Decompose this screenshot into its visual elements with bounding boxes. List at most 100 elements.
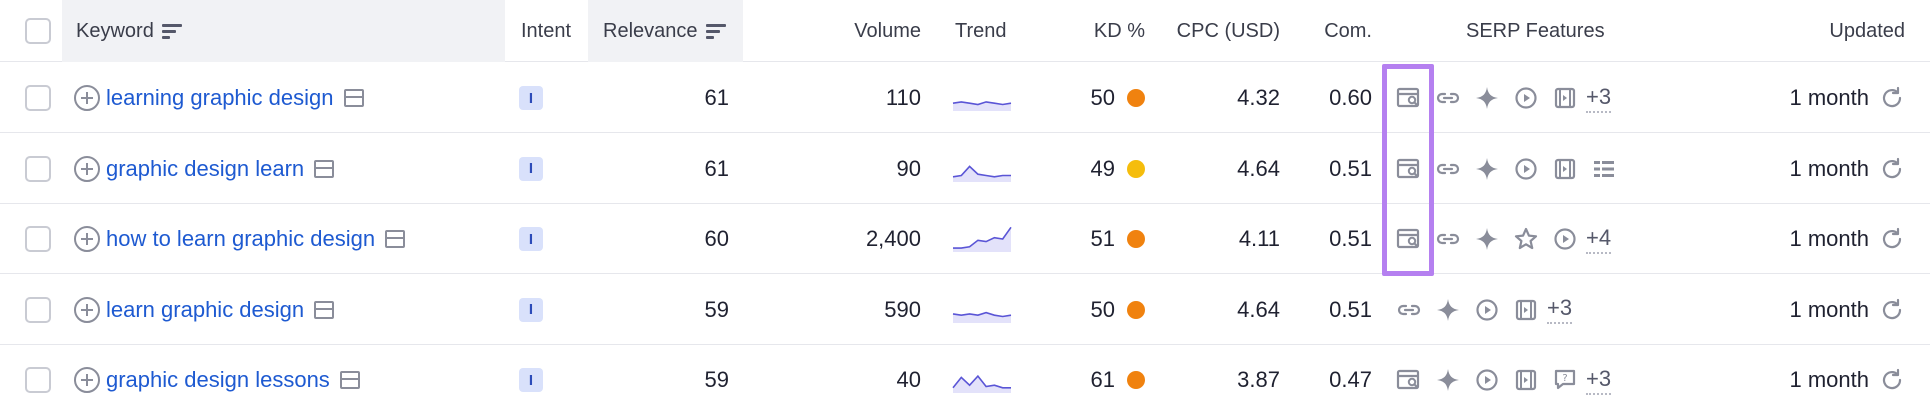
header-trend[interactable]: Trend: [955, 0, 1035, 62]
refresh-icon[interactable]: [1879, 226, 1905, 252]
cpc-cell: 4.11: [1150, 204, 1280, 274]
header-updated[interactable]: Updated: [1760, 0, 1905, 62]
play-icon[interactable]: [1545, 224, 1584, 254]
refresh-icon[interactable]: [1879, 85, 1905, 111]
star-icon[interactable]: [1506, 224, 1545, 254]
page-search-icon[interactable]: [1389, 365, 1428, 395]
serp-snapshot-icon[interactable]: [314, 159, 335, 178]
kd-value: 51: [1090, 226, 1115, 251]
page-search-icon[interactable]: [1389, 224, 1428, 254]
trend-area: [953, 312, 1011, 323]
trend-line: [952, 311, 1012, 317]
row-checkbox[interactable]: [25, 85, 51, 111]
link-icon[interactable]: [1389, 295, 1428, 325]
header-keyword[interactable]: Keyword: [62, 0, 505, 62]
intent-badge[interactable]: I: [519, 297, 543, 322]
trend-cell: [952, 204, 1014, 274]
relevance-value: 61: [704, 155, 729, 181]
updated-cell: 1 month: [1700, 204, 1905, 274]
updated-value: 1 month: [1789, 85, 1870, 110]
play-icon[interactable]: [1506, 154, 1545, 184]
play-icon[interactable]: [1467, 295, 1506, 325]
add-to-list-icon[interactable]: [74, 155, 100, 182]
serp-icons: +3: [1389, 83, 1612, 113]
serp-snapshot-icon[interactable]: [339, 371, 360, 389]
add-to-list-icon[interactable]: [74, 85, 100, 111]
trend-line: [952, 164, 1011, 178]
cpc-cell: 4.32: [1150, 63, 1280, 133]
table-row: how to learn graphic design I 60 2,400 5…: [0, 204, 1930, 274]
list-icon[interactable]: [1584, 154, 1623, 184]
sparkle-icon[interactable]: [1467, 83, 1506, 113]
header-cpc[interactable]: CPC (USD): [1150, 0, 1280, 62]
intent-cell: I: [505, 134, 557, 204]
question-icon[interactable]: ?: [1545, 365, 1584, 395]
link-icon[interactable]: [1428, 154, 1467, 184]
com-value: 0.51: [1329, 296, 1372, 322]
trend-cell: [952, 134, 1014, 204]
keyword-cell: graphic design lessons: [74, 345, 504, 410]
keyword-link[interactable]: graphic design lessons: [106, 367, 330, 392]
serp-features-cell: +4: [1389, 204, 1649, 274]
video-icon[interactable]: [1545, 154, 1584, 184]
add-to-list-icon[interactable]: [74, 367, 100, 393]
sort-icon[interactable]: [161, 23, 182, 39]
kd-difficulty-dot: [1127, 371, 1145, 389]
add-to-list-icon[interactable]: [74, 296, 100, 323]
volume-value: 40: [896, 367, 921, 392]
keyword-link[interactable]: learn graphic design: [106, 296, 305, 322]
header-intent[interactable]: Intent: [505, 0, 587, 62]
intent-badge[interactable]: I: [519, 227, 543, 251]
select-all-checkbox[interactable]: [25, 18, 51, 44]
updated-value: 1 month: [1789, 367, 1870, 392]
sparkle-icon[interactable]: [1467, 224, 1506, 254]
video-icon[interactable]: [1545, 83, 1584, 113]
play-icon[interactable]: [1467, 365, 1506, 395]
add-to-list-icon[interactable]: [74, 226, 100, 252]
link-icon[interactable]: [1428, 224, 1467, 254]
relevance-value: 59: [704, 367, 729, 392]
updated-value: 1 month: [1789, 296, 1870, 322]
header-volume[interactable]: Volume: [743, 0, 921, 62]
header-serp-features[interactable]: SERP Features: [1466, 0, 1666, 62]
keyword-link[interactable]: learning graphic design: [106, 85, 334, 110]
updated-cell: 1 month: [1700, 63, 1905, 133]
serp-more-count[interactable]: +3: [1586, 366, 1612, 395]
sparkle-icon[interactable]: [1467, 154, 1506, 184]
row-checkbox[interactable]: [25, 155, 51, 182]
serp-more-count[interactable]: +4: [1586, 225, 1612, 254]
intent-badge[interactable]: I: [519, 156, 543, 181]
header-kd[interactable]: KD %: [1040, 0, 1145, 62]
table-header: Keyword Intent Relevance Volume Trend KD…: [0, 0, 1930, 62]
select-all-cell: [18, 0, 58, 62]
relevance-cell: 59: [600, 275, 729, 345]
sort-icon[interactable]: [705, 23, 726, 39]
row-checkbox[interactable]: [25, 367, 51, 393]
link-icon[interactable]: [1428, 83, 1467, 113]
header-relevance[interactable]: Relevance: [588, 0, 743, 62]
page-search-icon[interactable]: [1389, 83, 1428, 113]
serp-more-count[interactable]: +3: [1547, 295, 1573, 324]
row-checkbox[interactable]: [25, 226, 51, 252]
header-com[interactable]: Com.: [1290, 0, 1372, 62]
video-icon[interactable]: [1506, 365, 1545, 395]
trend-area: [953, 165, 1011, 182]
refresh-icon[interactable]: [1879, 367, 1905, 393]
sparkle-icon[interactable]: [1428, 295, 1467, 325]
refresh-icon[interactable]: [1879, 297, 1905, 323]
page-search-icon[interactable]: [1389, 154, 1428, 184]
serp-more-count[interactable]: +3: [1586, 84, 1612, 113]
play-icon[interactable]: [1506, 83, 1545, 113]
intent-badge[interactable]: I: [519, 86, 543, 110]
refresh-icon[interactable]: [1879, 156, 1905, 182]
row-checkbox[interactable]: [25, 296, 51, 323]
video-icon[interactable]: [1506, 295, 1545, 325]
sparkle-icon[interactable]: [1428, 365, 1467, 395]
keyword-link[interactable]: how to learn graphic design: [106, 226, 376, 251]
keyword-link[interactable]: graphic design learn: [106, 155, 305, 181]
serp-snapshot-icon[interactable]: [314, 300, 335, 319]
serp-snapshot-icon[interactable]: [343, 89, 364, 107]
volume-cell: 110: [743, 63, 921, 133]
serp-snapshot-icon[interactable]: [385, 230, 406, 248]
intent-badge[interactable]: I: [519, 368, 543, 392]
